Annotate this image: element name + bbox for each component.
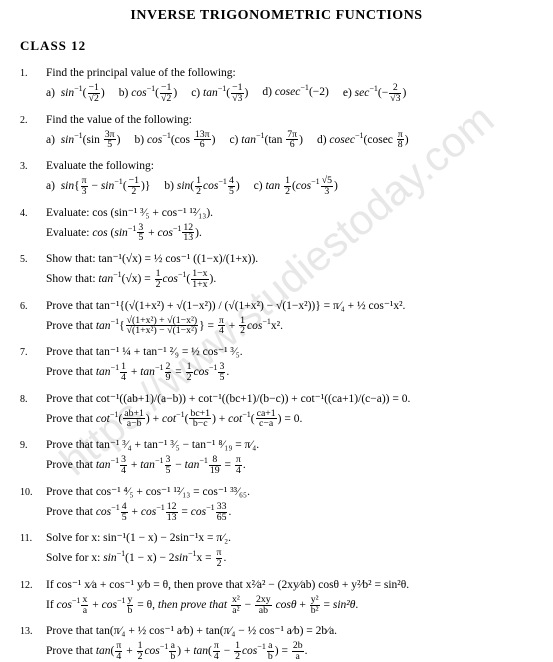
question-text: Prove that cos⁻¹ ⁴⁄₅ + cos⁻¹ ¹²⁄₁₃ = cos… — [46, 483, 533, 502]
question-text: Prove that cot⁻¹((ab+1)/(a−b)) + cot⁻¹((… — [46, 390, 533, 409]
question-row: 9.Prove that tan⁻¹ ³⁄₄ + tan⁻¹ ³⁄₅ − tan… — [20, 436, 533, 476]
question-number: 7. — [20, 343, 46, 383]
subparts: a) sin−1(sin 3π5) b) cos−1(cos 13π6) c) ta… — [46, 130, 533, 151]
subpart: b) cos−1(−1√2) — [119, 83, 177, 104]
subparts: a) sin{π3 − sin−1(−12)} b) sin(12cos−145)… — [46, 176, 533, 197]
question-text: Solve for x: sin⁻¹(1 − x) − 2sin⁻¹x = π⁄… — [46, 529, 533, 548]
subparts: a) sin−1(−1√2) b) cos−1(−1√2) c) tan−1(−1√… — [46, 83, 533, 104]
question-row: 1.Find the principal value of the follow… — [20, 64, 533, 104]
question-text: Prove that tan−134 + tan−135 − tan−1819 … — [46, 455, 533, 476]
question-text: Prove that tan⁻¹ ¼ + tan⁻¹ ²⁄₉ = ½ cos⁻¹… — [46, 343, 533, 362]
question-text: Prove that tan⁻¹{(√(1+x²) + √(1−x²)) / (… — [46, 297, 533, 316]
class-label: CLASS 12 — [20, 38, 533, 54]
question-row: 6.Prove that tan⁻¹{(√(1+x²) + √(1−x²)) /… — [20, 297, 533, 337]
question-text: Prove that cos−145 + cos−11213 = cos−133… — [46, 502, 533, 523]
question-number: 4. — [20, 204, 46, 244]
subpart: a) sin{π3 − sin−1(−12)} — [46, 176, 150, 197]
question-text: Prove that tan(π4 + 12cos−1ab) + tan(π4 … — [46, 641, 533, 662]
question-body: Prove that tan⁻¹ ¼ + tan⁻¹ ²⁄₉ = ½ cos⁻¹… — [46, 343, 533, 383]
question-body: Find the value of the following:a) sin−1… — [46, 111, 533, 151]
question-text: Show that: tan⁻¹(√x) = ½ cos⁻¹ ((1−x)/(1… — [46, 250, 533, 269]
question-text: Find the value of the following: — [46, 111, 533, 130]
question-text: Show that: tan−1(√x) = 12cos−1(1−x1+x). — [46, 269, 533, 290]
question-text: Evaluate: cos (sin⁻¹ ³⁄₅ + cos⁻¹ ¹²⁄₁₃). — [46, 204, 533, 223]
question-row: 4.Evaluate: cos (sin⁻¹ ³⁄₅ + cos⁻¹ ¹²⁄₁₃… — [20, 204, 533, 244]
question-body: Solve for x: sin⁻¹(1 − x) − 2sin⁻¹x = π⁄… — [46, 529, 533, 569]
question-number: 11. — [20, 529, 46, 569]
question-body: Find the principal value of the followin… — [46, 64, 533, 104]
question-body: Evaluate the following:a) sin{π3 − sin−1… — [46, 157, 533, 197]
document-content: INVERSE TRIGONOMETRIC FUNCTIONS CLASS 12… — [0, 0, 553, 662]
question-text: Evaluate the following: — [46, 157, 533, 176]
question-number: 8. — [20, 390, 46, 430]
question-row: 10.Prove that cos⁻¹ ⁴⁄₅ + cos⁻¹ ¹²⁄₁₃ = … — [20, 483, 533, 523]
subpart: c) tan−1(tan 7π6) — [229, 130, 303, 151]
question-text: Find the principal value of the followin… — [46, 64, 533, 83]
question-text: If cos−1xa + cos−1yb = θ, then prove tha… — [46, 595, 533, 616]
question-text: Evaluate: cos (sin−135 + cos−11213). — [46, 223, 533, 244]
questions-list: 1.Find the principal value of the follow… — [20, 64, 533, 662]
question-number: 3. — [20, 157, 46, 197]
question-row: 11.Solve for x: sin⁻¹(1 − x) − 2sin⁻¹x =… — [20, 529, 533, 569]
question-number: 9. — [20, 436, 46, 476]
subpart: a) sin−1(sin 3π5) — [46, 130, 120, 151]
question-row: 8.Prove that cot⁻¹((ab+1)/(a−b)) + cot⁻¹… — [20, 390, 533, 430]
question-body: Show that: tan⁻¹(√x) = ½ cos⁻¹ ((1−x)/(1… — [46, 250, 533, 290]
question-row: 5.Show that: tan⁻¹(√x) = ½ cos⁻¹ ((1−x)/… — [20, 250, 533, 290]
subpart: d) cosec−1(cosec π8) — [317, 130, 409, 151]
question-number: 5. — [20, 250, 46, 290]
question-row: 12.If cos⁻¹ x⁄a + cos⁻¹ y⁄b = θ, then pr… — [20, 576, 533, 616]
question-text: Prove that tan(π⁄₄ + ½ cos⁻¹ a⁄b) + tan(… — [46, 622, 533, 641]
subpart: d) cosec−1(−2) — [262, 83, 328, 104]
question-text: Prove that tan−114 + tan−129 = 12cos−135… — [46, 362, 533, 383]
question-body: Evaluate: cos (sin⁻¹ ³⁄₅ + cos⁻¹ ¹²⁄₁₃).… — [46, 204, 533, 244]
subpart: c) tan 12(cos−1√53) — [254, 176, 338, 197]
question-number: 12. — [20, 576, 46, 616]
question-text: Prove that tan−1{√(1+x²) + √(1−x²)√(1+x²… — [46, 316, 533, 337]
question-number: 10. — [20, 483, 46, 523]
question-body: Prove that tan⁻¹{(√(1+x²) + √(1−x²)) / (… — [46, 297, 533, 337]
question-number: 6. — [20, 297, 46, 337]
question-body: Prove that tan⁻¹ ³⁄₄ + tan⁻¹ ³⁄₅ − tan⁻¹… — [46, 436, 533, 476]
question-body: Prove that tan(π⁄₄ + ½ cos⁻¹ a⁄b) + tan(… — [46, 622, 533, 662]
question-body: If cos⁻¹ x⁄a + cos⁻¹ y⁄b = θ, then prove… — [46, 576, 533, 616]
question-text: Solve for x: sin−1(1 − x) − 2sin−1x = π2… — [46, 548, 533, 569]
question-number: 1. — [20, 64, 46, 104]
question-number: 13. — [20, 622, 46, 662]
question-text: Prove that cot−1(ab+1a−b) + cot−1(bc+1b−… — [46, 409, 533, 430]
subpart: e) sec−1(−2√3) — [343, 83, 406, 104]
question-body: Prove that cot⁻¹((ab+1)/(a−b)) + cot⁻¹((… — [46, 390, 533, 430]
question-row: 3.Evaluate the following:a) sin{π3 − sin… — [20, 157, 533, 197]
question-body: Prove that cos⁻¹ ⁴⁄₅ + cos⁻¹ ¹²⁄₁₃ = cos… — [46, 483, 533, 523]
question-row: 13.Prove that tan(π⁄₄ + ½ cos⁻¹ a⁄b) + t… — [20, 622, 533, 662]
page-title: INVERSE TRIGONOMETRIC FUNCTIONS — [20, 8, 533, 24]
subpart: b) cos−1(cos 13π6) — [134, 130, 215, 151]
subpart: c) tan−1(−1√3) — [191, 83, 248, 104]
subpart: a) sin−1(−1√2) — [46, 83, 105, 104]
question-row: 2.Find the value of the following:a) sin… — [20, 111, 533, 151]
subpart: b) sin(12cos−145) — [164, 176, 239, 197]
question-text: Prove that tan⁻¹ ³⁄₄ + tan⁻¹ ³⁄₅ − tan⁻¹… — [46, 436, 533, 455]
question-number: 2. — [20, 111, 46, 151]
question-row: 7.Prove that tan⁻¹ ¼ + tan⁻¹ ²⁄₉ = ½ cos… — [20, 343, 533, 383]
